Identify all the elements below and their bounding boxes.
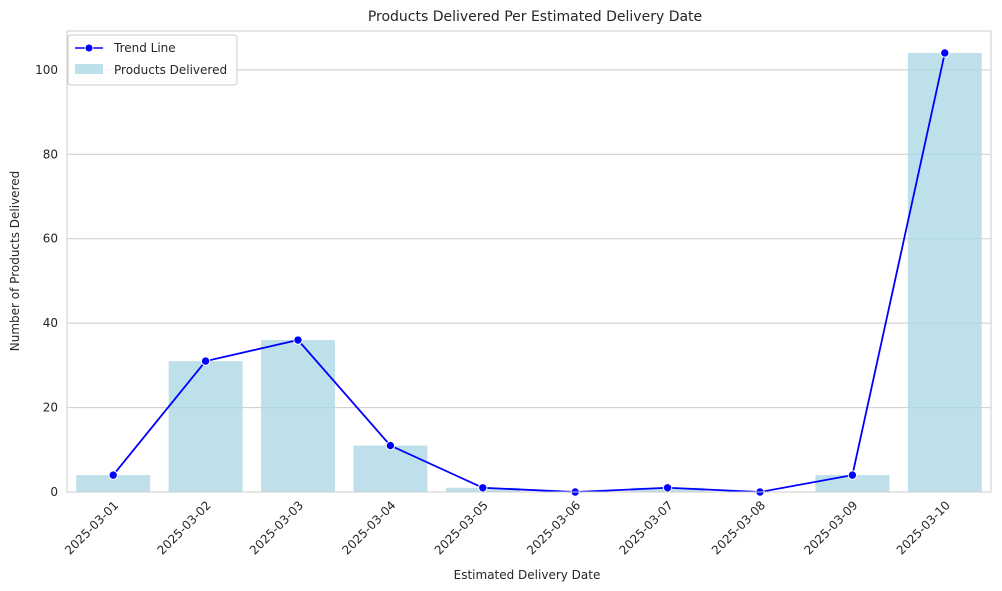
bar-series: [76, 52, 982, 492]
trend-point-2025-03-10: [940, 48, 950, 58]
bar-2025-03-10: [907, 52, 982, 492]
x-axis-ticks: 2025-03-01 2025-03-02 2025-03-03 2025-03-04…: [62, 498, 953, 557]
y-tick-label: 100: [35, 63, 58, 77]
legend: Trend Line Products Delivered: [67, 34, 238, 86]
trend-point-2025-03-01: [108, 470, 118, 480]
legend-box: [67, 34, 238, 86]
chart-title: Products Delivered Per Estimated Deliver…: [368, 9, 702, 25]
trend-point-2025-03-09: [847, 470, 858, 480]
legend-products-delivered-label: Products Delivered: [114, 63, 227, 77]
plot-frame: [66, 30, 992, 493]
trend-point-2025-03-07: [662, 483, 673, 493]
bar-2025-03-04: [353, 445, 428, 492]
bar-2025-03-01: [76, 475, 151, 492]
bar-2025-03-02: [168, 361, 243, 492]
x-tick-label: 2025-03-08: [709, 498, 768, 557]
x-tick-label: 2025-03-06: [524, 498, 583, 557]
trend-point-2025-03-03: [293, 335, 303, 345]
x-tick-label: 2025-03-01: [62, 498, 121, 557]
x-axis-label: Estimated Delivery Date: [454, 568, 601, 582]
y-tick-label: 20: [43, 401, 58, 415]
x-tick-label: 2025-03-07: [617, 498, 676, 557]
legend-trend-line-marker: [84, 43, 94, 53]
legend-trend-line-label: Trend Line: [113, 41, 176, 55]
y-tick-label: 80: [43, 147, 58, 161]
trend-line-series: [108, 48, 950, 497]
y-tick-label: 0: [50, 485, 58, 499]
x-tick-label: 2025-03-10: [894, 498, 953, 557]
y-axis-label: Number of Products Delivered: [8, 171, 22, 351]
x-tick-label: 2025-03-09: [801, 498, 860, 557]
x-tick-label: 2025-03-05: [432, 498, 491, 557]
x-tick-label: 2025-03-04: [339, 498, 398, 557]
trend-point-2025-03-02: [200, 356, 211, 366]
y-tick-label: 40: [43, 316, 58, 330]
y-axis-ticks: 0 20 40 60 80 100: [35, 63, 58, 499]
x-tick-label: 2025-03-03: [247, 498, 306, 557]
trend-point-2025-03-05: [478, 483, 488, 493]
y-tick-label: 60: [43, 232, 58, 246]
trend-line: [112, 52, 946, 493]
trend-point-2025-03-04: [385, 440, 396, 451]
x-tick-label: 2025-03-02: [155, 498, 214, 557]
legend-products-delivered-swatch: [75, 64, 103, 74]
bar-2025-03-03: [261, 340, 335, 492]
